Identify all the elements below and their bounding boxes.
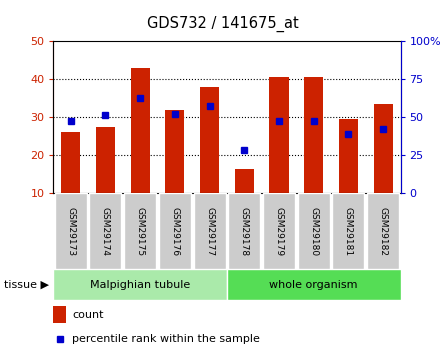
Bar [374, 104, 392, 193]
Text: count: count [73, 310, 104, 320]
Bar [61, 132, 80, 193]
Bar [53, 306, 65, 323]
Text: GSM29178: GSM29178 [240, 207, 249, 256]
Text: GSM29175: GSM29175 [136, 207, 145, 256]
Bar [194, 193, 226, 269]
Text: GSM29182: GSM29182 [379, 207, 388, 256]
Bar [235, 168, 254, 193]
Bar [131, 68, 150, 193]
Bar [166, 110, 184, 193]
Bar [124, 193, 156, 269]
Bar [263, 193, 295, 269]
Bar [200, 87, 219, 193]
Text: tissue ▶: tissue ▶ [4, 280, 49, 289]
Text: GSM29176: GSM29176 [170, 207, 179, 256]
Text: percentile rank within the sample: percentile rank within the sample [73, 334, 260, 344]
Text: GSM29179: GSM29179 [275, 207, 283, 256]
Text: GSM29177: GSM29177 [205, 207, 214, 256]
Bar [228, 193, 260, 269]
Text: GSM29181: GSM29181 [344, 207, 353, 256]
Bar [159, 193, 191, 269]
Bar [298, 193, 330, 269]
Bar [53, 269, 227, 300]
Bar [96, 127, 115, 193]
Bar [332, 193, 364, 269]
Bar [89, 193, 121, 269]
Text: GSM29173: GSM29173 [66, 207, 75, 256]
Text: GDS732 / 141675_at: GDS732 / 141675_at [146, 16, 299, 32]
Text: whole organism: whole organism [270, 280, 358, 289]
Bar [367, 193, 399, 269]
Bar [270, 77, 288, 193]
Bar [227, 269, 400, 300]
Text: GSM29174: GSM29174 [101, 207, 110, 256]
Bar [304, 77, 323, 193]
Bar [339, 119, 358, 193]
Text: Malpighian tubule: Malpighian tubule [90, 280, 190, 289]
Bar [55, 193, 87, 269]
Text: GSM29180: GSM29180 [309, 207, 318, 256]
